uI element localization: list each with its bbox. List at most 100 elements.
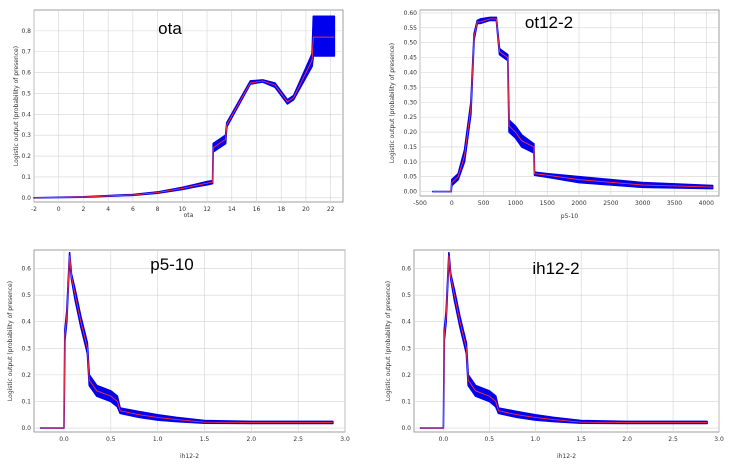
- y-tick-label: 0.0: [21, 425, 31, 432]
- x-tick-label: 0.0: [439, 436, 449, 443]
- y-tick-label: 0.8: [21, 28, 31, 35]
- x-tick-label: 1000: [508, 200, 523, 207]
- y-axis-label: Logistic output (probability of presence…: [385, 281, 392, 401]
- y-tick-label: 0.35: [404, 84, 418, 91]
- x-tick-label: 2.0: [622, 436, 632, 443]
- y-tick-label: 0.6: [21, 70, 31, 77]
- y-tick-label: 0.40: [404, 69, 418, 76]
- y-tick-label: 0.5: [21, 90, 31, 97]
- mean-response-line: [420, 255, 708, 429]
- plot-area: [33, 9, 344, 203]
- x-tick-label: 6: [131, 206, 135, 213]
- confidence-band: [33, 15, 336, 199]
- x-tick-label: 20: [302, 206, 310, 213]
- y-tick-label: 0.1: [21, 398, 31, 405]
- chart-svg-ota: -2 0 2 4 6 8 10 12 14 16 18 20 22 0.0 0.1 0.2 0.3 0.4 0.5 0…: [13, 9, 344, 219]
- x-tick-label: 0.5: [485, 436, 495, 443]
- y-tick-label: 0.2: [401, 372, 411, 379]
- y-tick-label: 0.6: [401, 266, 411, 273]
- y-tick-label: 0.50: [404, 40, 418, 47]
- y-tick-label: 0.60: [404, 10, 418, 17]
- y-tick-label: 0.4: [401, 319, 411, 326]
- x-tick-label: 1.5: [200, 436, 210, 443]
- x-tick-label: 1.5: [576, 436, 586, 443]
- chart-panel-p5-10: 0.0 0.5 1.0 1.5 2.0 2.5 3.0 0.0 0.1 0.2 0.3 0.4 0.5 0…: [0, 236, 360, 472]
- y-tick-label: 0.25: [404, 114, 418, 121]
- chart-svg-ot12-2: -500 0 500 1000 1500 2000 2500 3000 3500 4000 0.00…: [389, 9, 720, 220]
- x-tick-label: 2: [82, 206, 86, 213]
- x-tick-label: 1.0: [153, 436, 163, 443]
- y-axis-label: Logistic output (probability of presence…: [13, 46, 20, 166]
- y-tick-label: 0.15: [404, 144, 418, 151]
- y-tick-label: 0.2: [21, 153, 31, 160]
- x-tick-label: 14: [228, 206, 236, 213]
- chart-svg-ih12-2: 0.0 0.5 1.0 1.5 2.0 2.5 3.0 0.0 0.1 0.2 0.3 0.4 0.5 0…: [385, 249, 724, 460]
- x-tick-label: 16: [253, 206, 261, 213]
- x-tick-label: 2000: [571, 200, 586, 207]
- x-tick-label: 0.5: [106, 436, 116, 443]
- y-tick-label: 0.45: [404, 55, 418, 62]
- chart-title: ot12-2: [525, 13, 573, 32]
- y-tick-label: 0.5: [401, 292, 411, 299]
- y-tick-label: 0.20: [404, 129, 418, 136]
- x-tick-label: 3.0: [714, 436, 724, 443]
- x-tick-label: 2500: [603, 200, 618, 207]
- x-tick-label: 3000: [635, 200, 650, 207]
- x-tick-label: 8: [156, 206, 160, 213]
- chart-panel-ot12-2: -500 0 500 1000 1500 2000 2500 3000 3500 4000 0.00…: [374, 0, 737, 228]
- x-tick-label: -500: [413, 200, 427, 207]
- y-tick-label: 0.2: [21, 372, 31, 379]
- x-tick-label: 500: [478, 200, 490, 207]
- y-tick-label: 0.3: [21, 345, 31, 352]
- y-tick-label: 0.4: [21, 319, 31, 326]
- chart-title: p5-10: [150, 255, 193, 274]
- x-tick-label: 0: [450, 200, 454, 207]
- y-tick-label: 0.30: [404, 99, 418, 106]
- x-axis-label: p5-10: [561, 213, 579, 220]
- y-tick-label: 0.0: [21, 195, 31, 202]
- x-tick-label: 12: [203, 206, 211, 213]
- x-axis-label: ota: [184, 212, 194, 219]
- y-axis-label: Logistic output (probability of presence…: [7, 281, 14, 401]
- y-tick-label: 0.4: [21, 111, 31, 118]
- chart-title: ih12-2: [532, 259, 579, 278]
- x-tick-label: 2.5: [293, 436, 303, 443]
- x-tick-label: 1500: [540, 200, 555, 207]
- chart-title: ota: [158, 19, 182, 38]
- x-tick-label: 10: [178, 206, 186, 213]
- x-tick-label: 4000: [699, 200, 714, 207]
- y-tick-label: 0.1: [401, 398, 411, 405]
- x-tick-label: -2: [31, 206, 37, 213]
- y-axis-label: Logistic output (probability of presence…: [389, 43, 396, 163]
- x-tick-label: 2.0: [247, 436, 257, 443]
- y-tick-label: 0.3: [401, 345, 411, 352]
- x-tick-label: 4: [106, 206, 110, 213]
- y-tick-label: 0.7: [21, 49, 31, 56]
- mean-response-line: [432, 18, 713, 192]
- chart-panel-ota: -2 0 2 4 6 8 10 12 14 16 18 20 22 0.0 0.1 0.2 0.3 0.4 0.5 0…: [0, 0, 360, 228]
- y-tick-label: 0.10: [404, 159, 418, 166]
- x-tick-label: 3500: [667, 200, 682, 207]
- y-tick-label: 0.1: [21, 174, 31, 181]
- mean-response-line: [33, 36, 335, 199]
- y-tick-label: 0.3: [21, 132, 31, 139]
- x-tick-label: 0: [57, 206, 61, 213]
- x-tick-label: 3.0: [340, 436, 350, 443]
- x-tick-label: 18: [277, 206, 285, 213]
- mean-response-line: [40, 255, 333, 429]
- x-axis-label: ih12-2: [180, 453, 199, 460]
- y-tick-label: 0.0: [401, 425, 411, 432]
- y-tick-label: 0.6: [21, 266, 31, 273]
- chart-panel-ih12-2: 0.0 0.5 1.0 1.5 2.0 2.5 3.0 0.0 0.1 0.2 0.3 0.4 0.5 0…: [374, 236, 737, 472]
- x-tick-label: 1.0: [530, 436, 540, 443]
- y-tick-label: 0.5: [21, 292, 31, 299]
- y-tick-label: 0.55: [404, 25, 418, 32]
- plot-area: [419, 9, 720, 197]
- chart-svg-p5-10: 0.0 0.5 1.0 1.5 2.0 2.5 3.0 0.0 0.1 0.2 0.3 0.4 0.5 0…: [7, 249, 350, 460]
- x-tick-label: 2.5: [668, 436, 678, 443]
- x-tick-label: 22: [327, 206, 335, 213]
- x-axis-label: ih12-2: [557, 453, 576, 460]
- x-tick-label: 0.0: [59, 436, 69, 443]
- y-tick-label: 0.05: [404, 174, 418, 181]
- y-tick-label: 0.00: [404, 189, 418, 196]
